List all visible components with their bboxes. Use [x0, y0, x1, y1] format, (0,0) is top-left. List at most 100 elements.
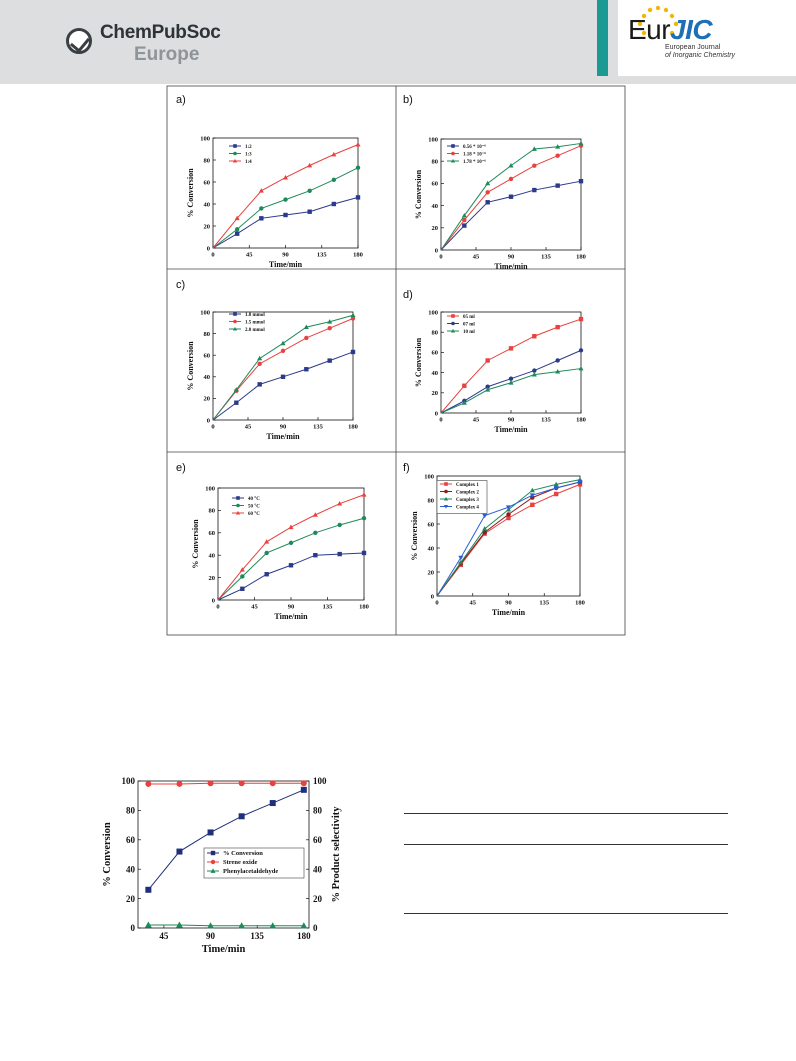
tagline-line1: European Journal	[665, 44, 721, 51]
data-point	[307, 188, 312, 193]
data-point	[304, 367, 309, 372]
data-point	[269, 780, 276, 787]
eurjic-logo: EurJIC European Journal of Inorganic Che…	[618, 0, 796, 76]
x-tick-label: 180	[297, 931, 311, 941]
x-tick-label: 45	[470, 600, 477, 607]
data-point	[482, 530, 487, 535]
chart-a: 0 45 90 135 180 0 20 40 60 80 100 Time/min % Convers…	[176, 94, 363, 269]
legend-label: Strene oxide	[223, 859, 257, 866]
data-point	[234, 231, 240, 236]
legend-label: 60 °C	[248, 512, 260, 517]
series-3	[436, 480, 583, 597]
journal-tagline: European Journal of Inorganic Chemistry	[665, 44, 735, 60]
x-tick-label: 135	[323, 604, 334, 611]
legend-box	[436, 480, 488, 514]
y-tick-label: 0	[212, 597, 215, 604]
data-point	[300, 786, 307, 793]
data-point	[331, 177, 337, 182]
eurjic-eur: Eur	[628, 14, 671, 45]
series-0	[440, 316, 584, 414]
series-line	[440, 180, 582, 251]
data-point	[485, 358, 490, 363]
x-tick-label: 180	[359, 604, 369, 611]
data-point	[257, 355, 263, 361]
data-point	[532, 187, 537, 193]
y2-tick-label: 40	[313, 864, 323, 874]
legend-swatch-marker	[451, 321, 455, 326]
data-point	[264, 539, 270, 544]
y-tick-label: 100	[122, 776, 136, 786]
data-point	[485, 387, 491, 392]
data-point	[283, 212, 288, 218]
legend-swatch-marker	[233, 144, 237, 148]
data-point	[207, 780, 214, 787]
series-line	[217, 494, 365, 601]
data-point	[259, 206, 264, 211]
data-point	[312, 512, 318, 517]
teal-accent-bar	[597, 0, 608, 76]
legend-label: 50 °C	[248, 505, 260, 510]
data-point	[145, 780, 152, 787]
panel-label: d)	[403, 289, 413, 301]
legend-label: 1:4	[245, 160, 252, 165]
eurjic-jic: JIC	[670, 14, 713, 45]
panel-label: e)	[176, 462, 186, 474]
data-point	[300, 922, 308, 929]
y2-tick-label: 80	[313, 806, 323, 816]
data-point	[555, 358, 560, 363]
chart-selectivity: 45 90 135 180020406080100020406080100Time/m…	[102, 776, 342, 955]
chempubsoc-logo: ChemPubSoc Europe	[66, 22, 221, 72]
legend-swatch-marker	[451, 144, 455, 148]
y-tick-label: 60	[428, 521, 435, 528]
x-tick-label: 90	[508, 417, 515, 424]
legend-label: 1.0 mmol	[245, 313, 265, 318]
series-line	[217, 552, 365, 601]
series-line	[212, 167, 359, 249]
data-point	[280, 348, 286, 354]
y-tick-label: 0	[207, 245, 210, 252]
data-point	[239, 567, 245, 572]
data-point	[303, 324, 309, 329]
legend-swatch-marker	[444, 482, 448, 486]
legend-label: 2.0 mmol	[245, 328, 265, 333]
x-tick-label: 45	[473, 417, 480, 424]
series-line	[212, 351, 354, 421]
data-point	[555, 183, 560, 188]
y-tick-label: 60	[209, 530, 216, 537]
legend-swatch-marker	[210, 850, 216, 856]
series-1	[217, 516, 367, 601]
plot-frame	[440, 138, 582, 251]
y-tick-label: 80	[126, 806, 136, 816]
y-tick-label: 80	[204, 331, 211, 338]
y-tick-label: 40	[432, 203, 439, 210]
data-point	[355, 165, 361, 170]
data-point	[578, 178, 584, 184]
legend-swatch-marker	[443, 504, 449, 509]
data-point	[555, 368, 561, 374]
data-point	[532, 368, 537, 373]
x-axis-label: Time/min	[274, 612, 308, 621]
y-tick-label: 0	[131, 923, 136, 933]
data-point	[482, 526, 488, 531]
table-rule-top	[404, 813, 728, 814]
data-point	[508, 346, 514, 351]
chart-e: 0 45 90 135 180 0 20 40 60 80 100 Time/min % Convers…	[176, 462, 369, 621]
legend-swatch-marker	[450, 158, 456, 163]
series-line	[217, 517, 365, 601]
data-point	[207, 922, 214, 929]
data-point	[530, 502, 535, 507]
data-point	[280, 340, 286, 346]
data-point	[532, 334, 537, 339]
data-point	[508, 163, 514, 168]
data-point	[240, 574, 245, 579]
data-point	[578, 365, 584, 371]
y-tick-label: 100	[428, 309, 438, 316]
data-point	[300, 780, 307, 787]
data-point	[553, 481, 559, 487]
data-point	[327, 326, 332, 331]
legend-swatch-marker	[233, 312, 237, 316]
y-tick-label: 60	[126, 835, 136, 845]
y-axis-label: % Conversion	[410, 511, 419, 561]
data-point	[240, 586, 245, 591]
